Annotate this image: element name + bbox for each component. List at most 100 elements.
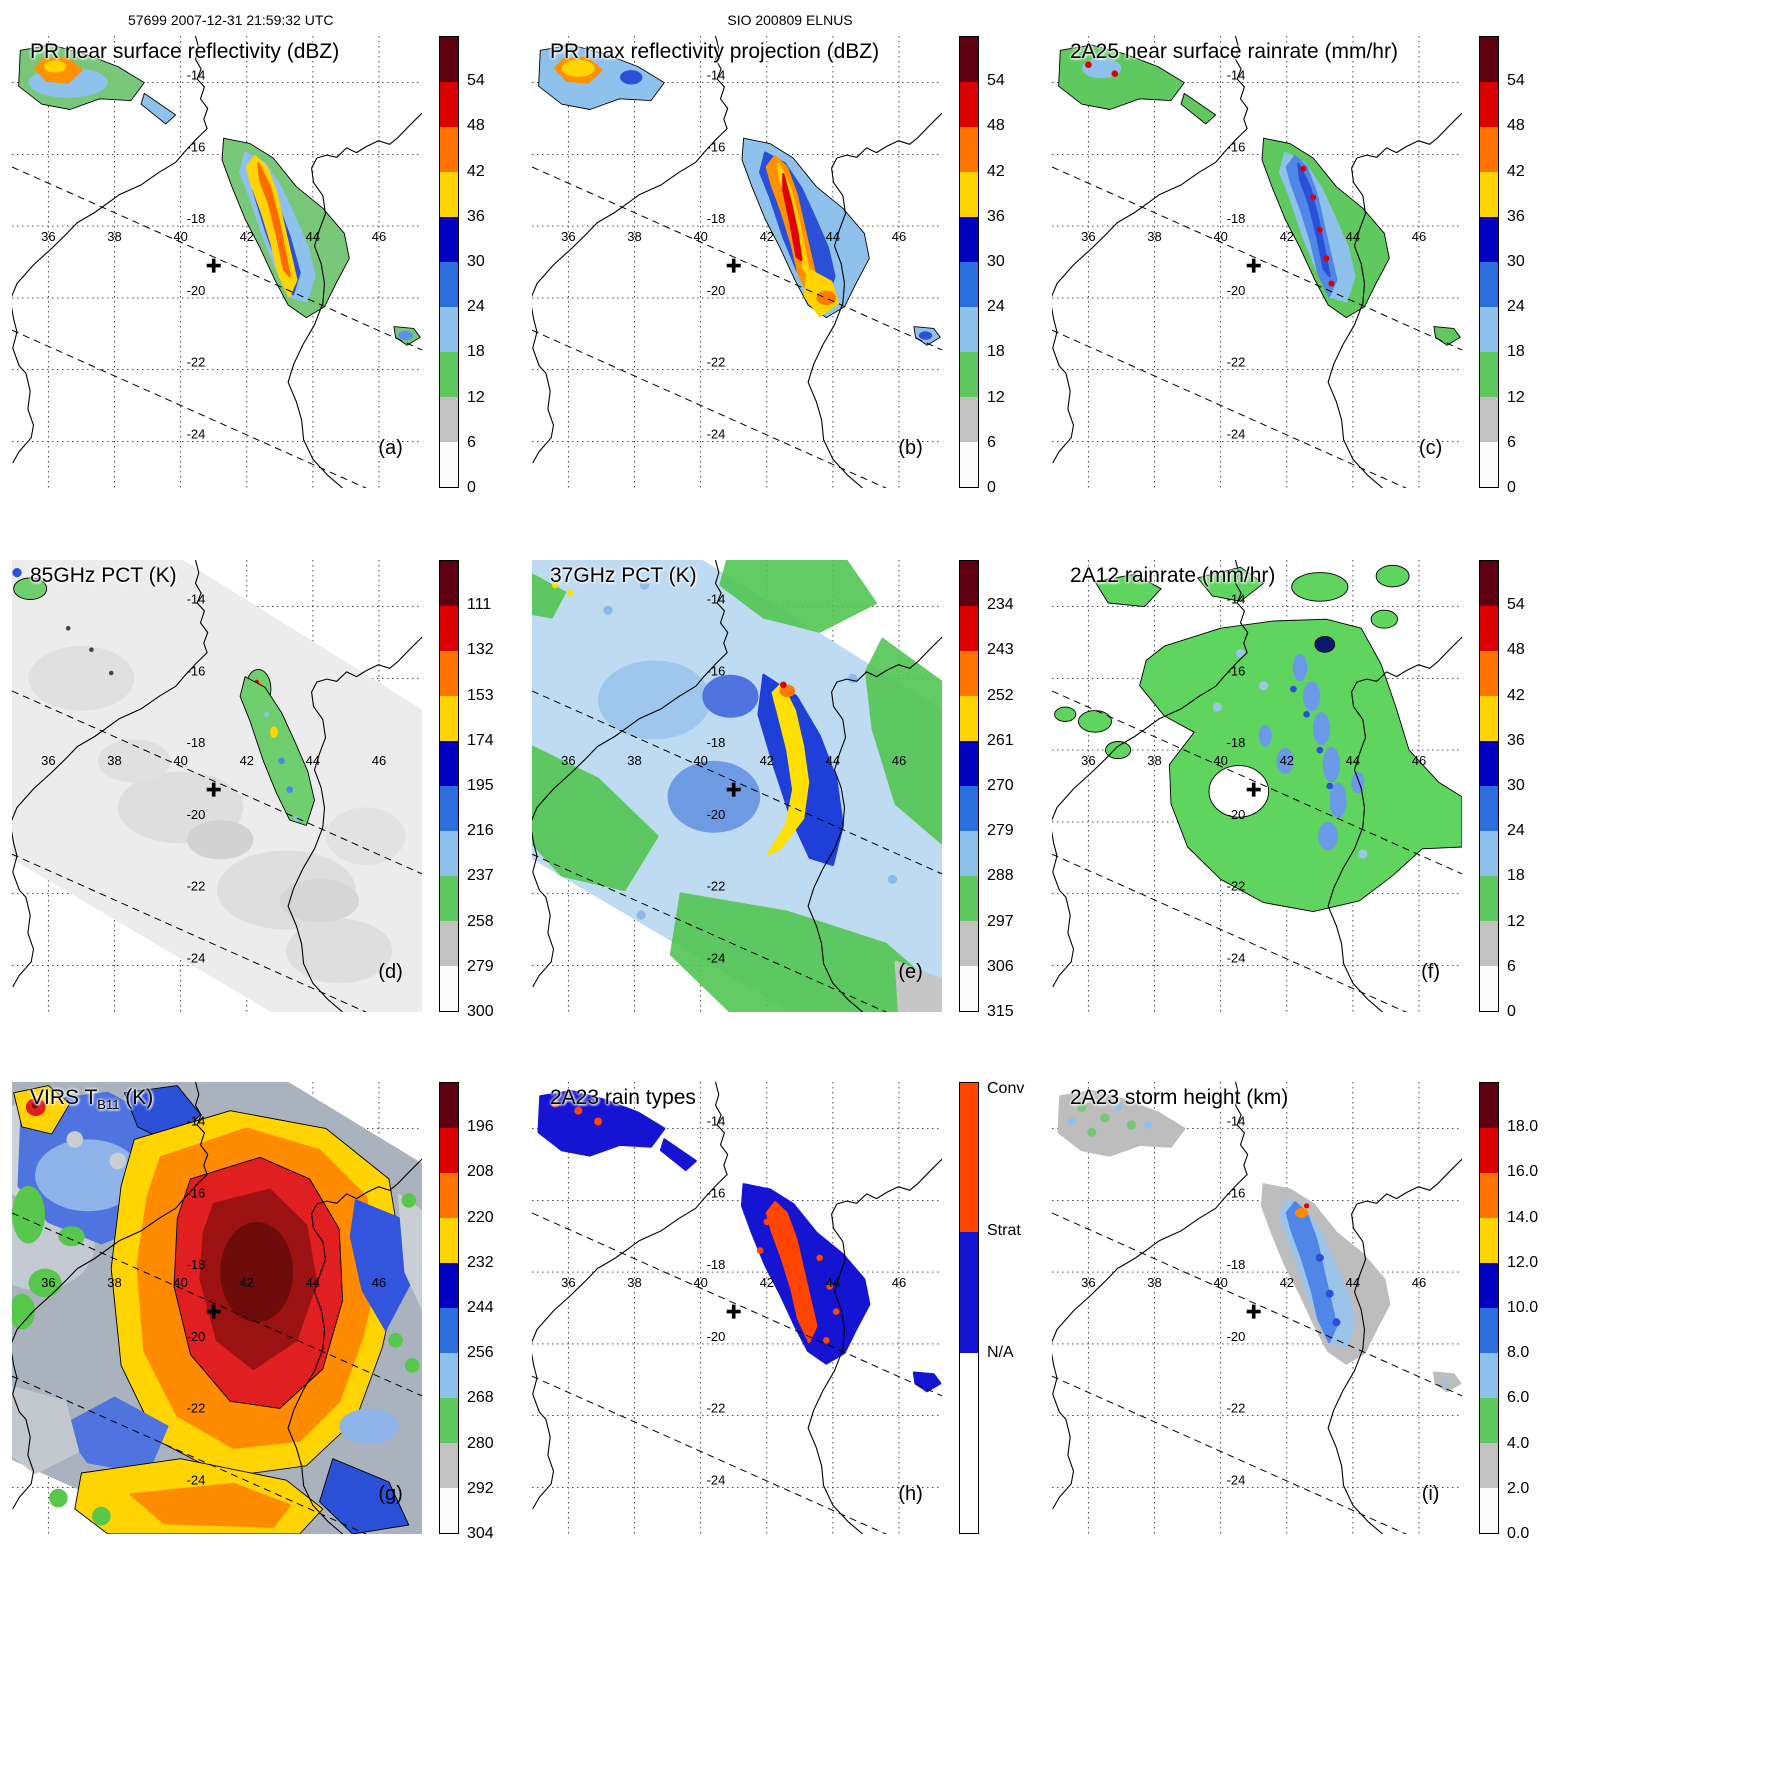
colorbar-tick-label: 16.0 — [1507, 1163, 1539, 1181]
colorbar-segment — [440, 397, 458, 443]
svg-text:-20: -20 — [707, 1329, 726, 1344]
colorbar-segment — [1480, 921, 1498, 967]
data-field — [12, 1082, 422, 1534]
data-field — [537, 1089, 942, 1393]
svg-text:42: 42 — [760, 753, 774, 768]
svg-text:42: 42 — [1280, 753, 1294, 768]
colorbar-tick-label: 24 — [1507, 822, 1525, 840]
svg-text:-18: -18 — [1227, 735, 1246, 750]
svg-text:-16: -16 — [187, 1185, 206, 1200]
svg-text:40: 40 — [693, 229, 707, 244]
panel-title-subscript: B11 — [97, 1097, 120, 1113]
svg-text:-22: -22 — [187, 879, 206, 894]
colorbar-tick-label: 36 — [467, 207, 485, 225]
colorbar-tick-label: 256 — [467, 1344, 494, 1362]
colorbar-segment — [1480, 1308, 1498, 1354]
data-field — [538, 44, 941, 346]
colorbar-tick-label: 0 — [1507, 1003, 1516, 1020]
colorbar-segment — [960, 307, 978, 353]
svg-text:36: 36 — [1081, 1275, 1095, 1290]
colorbar-segment — [960, 1231, 978, 1354]
swath-edge-lines — [1052, 166, 1462, 488]
svg-text:36: 36 — [41, 753, 55, 768]
colorbar-segment — [960, 397, 978, 443]
svg-text:-24: -24 — [1227, 1472, 1246, 1487]
colorbar-segment — [1480, 606, 1498, 652]
colorbar-tick-label: 220 — [467, 1208, 494, 1226]
colorbar-tick-label: 12 — [467, 388, 485, 406]
colorbar-segment — [440, 1083, 458, 1129]
colorbar-tick-label: 18 — [1507, 343, 1525, 361]
colorbar-i — [1479, 1082, 1499, 1534]
svg-text:38: 38 — [1147, 1275, 1161, 1290]
svg-text:40: 40 — [693, 753, 707, 768]
colorbar-tick-label: 288 — [987, 867, 1014, 885]
colorbar-segment — [960, 262, 978, 308]
colorbar-tick-label: 132 — [467, 641, 494, 659]
colorbar-tick-label: 30 — [1507, 777, 1525, 794]
colorbar-segment — [1480, 262, 1498, 308]
svg-text:42: 42 — [760, 1275, 774, 1290]
svg-text:-16: -16 — [187, 139, 206, 154]
colorbar-tick-label: 12 — [1507, 912, 1525, 930]
colorbar-segment — [960, 37, 978, 83]
colorbar-tick-label: 243 — [987, 641, 1014, 659]
colorbar-tick-label: 36 — [987, 207, 1005, 225]
colorbar-tick-label: 306 — [987, 957, 1014, 975]
colorbar-segment — [1480, 127, 1498, 173]
map-panel-c: 36 38 40 42 44 46 -14 -16 -18 -20 -22 -24 (c) — [1052, 36, 1462, 488]
colorbar-tick-label: 315 — [987, 1003, 1014, 1020]
svg-text:-24: -24 — [1227, 950, 1246, 965]
colorbar-tick-label: 36 — [1507, 207, 1525, 225]
colorbar-tick-label: 12 — [1507, 388, 1525, 406]
colorbar-tick-label: 304 — [467, 1525, 494, 1542]
svg-text:-24: -24 — [1227, 426, 1246, 441]
colorbar-segment — [440, 37, 458, 83]
colorbar-tick-label: 279 — [987, 822, 1014, 840]
colorbar-tick-label: 153 — [467, 686, 494, 704]
panel-title-i: 2A23 storm height (km) — [1070, 1086, 1289, 1109]
svg-text:-14: -14 — [187, 592, 206, 607]
colorbar-segment — [440, 696, 458, 742]
svg-text:-18: -18 — [707, 1257, 726, 1272]
colorbar-tick-label: 6 — [987, 433, 996, 451]
svg-text:-24: -24 — [707, 426, 726, 441]
colorbar-tick-label: 14.0 — [1507, 1208, 1539, 1226]
colorbar-segment — [440, 561, 458, 607]
panel-letter: (g) — [378, 1483, 402, 1505]
svg-text:46: 46 — [892, 229, 906, 244]
panel-letter: (a) — [378, 437, 402, 459]
colorbar-segment — [440, 1443, 458, 1489]
panel-letter: (i) — [1422, 1483, 1440, 1505]
storm-center-marker — [206, 258, 221, 273]
colorbar-segment — [440, 172, 458, 218]
colorbar-segment — [1480, 876, 1498, 922]
svg-text:40: 40 — [1213, 1275, 1227, 1290]
coastline — [532, 36, 942, 488]
svg-text:44: 44 — [1346, 229, 1360, 244]
svg-text:-24: -24 — [187, 1472, 206, 1487]
panel-letter: (f) — [1421, 961, 1440, 983]
colorbar-tick-label: 54 — [987, 72, 1005, 90]
colorbar-segment — [1480, 1263, 1498, 1309]
svg-text:44: 44 — [306, 1275, 320, 1290]
svg-text:42: 42 — [1280, 1275, 1294, 1290]
colorbar-segment — [1480, 1398, 1498, 1444]
data-field — [1057, 1089, 1462, 1393]
colorbar-tick-label: N/A — [987, 1344, 1014, 1362]
colorbar-tick-label: 24 — [467, 298, 485, 316]
colorbar-segment — [440, 127, 458, 173]
svg-text:42: 42 — [240, 753, 254, 768]
colorbar-segment — [960, 352, 978, 398]
svg-text:38: 38 — [107, 753, 121, 768]
colorbar-tick-label: 54 — [1507, 596, 1525, 614]
colorbar-segment — [1480, 1218, 1498, 1264]
colorbar-segment — [440, 352, 458, 398]
swath-edge-lines — [1052, 1212, 1462, 1534]
colorbar-segment — [440, 741, 458, 787]
colorbar-segment — [440, 921, 458, 967]
colorbar-tick-label: 30 — [467, 253, 485, 270]
colorbar-segment — [960, 651, 978, 697]
colorbar-segment — [960, 606, 978, 652]
colorbar-tick-label: 18 — [987, 343, 1005, 361]
